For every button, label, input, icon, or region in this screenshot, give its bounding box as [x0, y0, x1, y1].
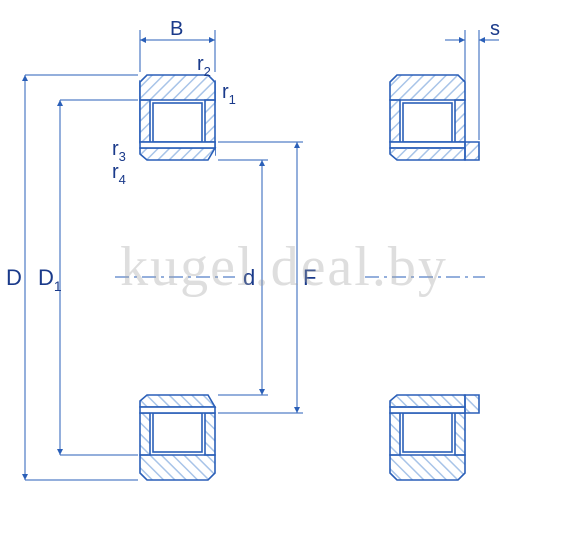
label-B: B: [170, 18, 183, 40]
label-D: D: [6, 265, 22, 290]
label-d: d: [243, 265, 255, 290]
label-D1: D1: [38, 265, 62, 294]
label-F: F: [303, 265, 316, 290]
label-r4: r4: [112, 161, 126, 187]
right-cross-section: [365, 75, 485, 480]
left-cross-section: [115, 74, 235, 480]
label-r1: r1: [222, 81, 236, 107]
label-s: s: [490, 18, 500, 40]
bearing-diagram: B s r1 r2 r3 r4 D D1 d F: [0, 0, 568, 534]
